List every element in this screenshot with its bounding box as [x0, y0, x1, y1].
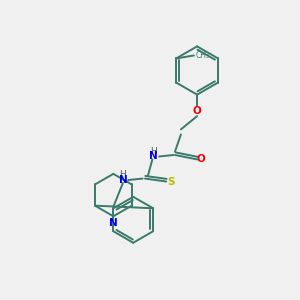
- Text: N: N: [118, 175, 127, 185]
- Text: N: N: [149, 152, 158, 161]
- Text: S: S: [167, 176, 174, 187]
- Text: H: H: [151, 147, 157, 156]
- Text: CH₃: CH₃: [195, 51, 209, 60]
- Text: N: N: [109, 218, 118, 228]
- Text: O: O: [197, 154, 206, 164]
- Text: H: H: [119, 170, 126, 179]
- Text: O: O: [193, 106, 202, 116]
